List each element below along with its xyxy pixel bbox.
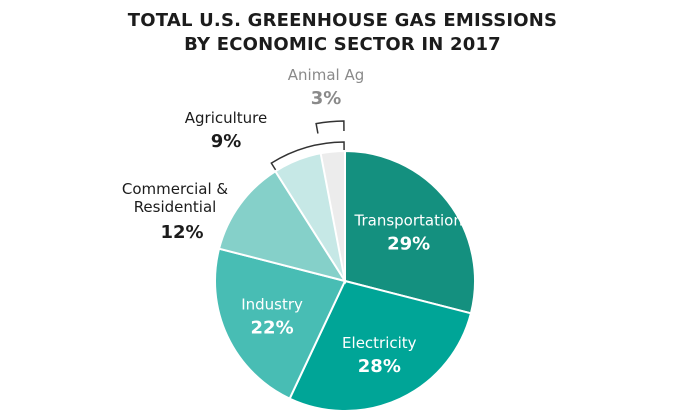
pie-slice-industry	[214, 247, 347, 400]
slice-value-electricity: 28%	[358, 356, 401, 377]
slice-label-animal-ag: Animal Ag	[288, 66, 364, 84]
slice-label-electricity: Electricity	[342, 334, 417, 352]
agriculture-bracket	[270, 141, 345, 171]
slice-label-commercial-residential-line-2: Residential	[134, 198, 217, 216]
animal-ag-bracket	[315, 120, 345, 134]
chart-title: TOTAL U.S. GREENHOUSE GAS EMISSIONS	[127, 10, 558, 31]
pie-slice-animal-ag	[319, 149, 346, 282]
slice-label-industry: Industry	[241, 295, 303, 313]
chart-subtitle: BY ECONOMIC SECTOR IN 2017	[184, 34, 501, 55]
slice-value-commercial-residential: 12%	[160, 222, 203, 243]
pie-slice-commercial-residential	[217, 169, 348, 283]
slice-value-industry: 22%	[251, 317, 294, 338]
slice-label-transportation: Transportation	[354, 212, 463, 230]
pie-slice-transportation	[344, 149, 476, 315]
slice-value-animal-ag: 3%	[311, 88, 342, 109]
slice-label-commercial-residential-line-1: Commercial &	[122, 180, 228, 198]
pie-slice-electricity	[288, 279, 473, 412]
slice-value-agriculture: 9%	[211, 131, 242, 152]
slice-label-agriculture: Agriculture	[185, 109, 268, 127]
slice-value-transportation: 29%	[387, 234, 430, 255]
